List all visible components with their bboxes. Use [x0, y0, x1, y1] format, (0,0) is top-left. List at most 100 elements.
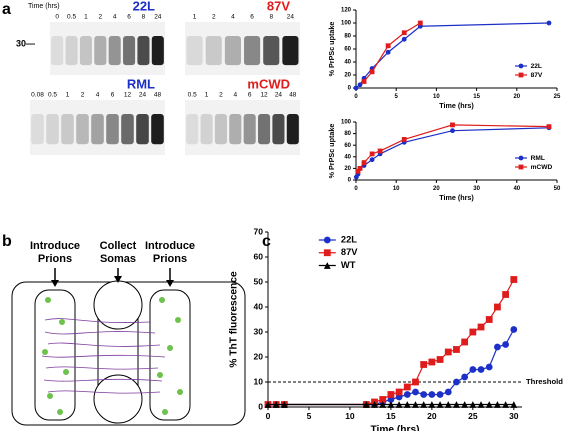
- marker: [444, 348, 452, 356]
- marker: [477, 323, 485, 331]
- x-axis-label: Time (hrs): [439, 101, 474, 110]
- x-tick-label: 15: [473, 94, 480, 100]
- blot-band: [224, 36, 241, 66]
- marker: [494, 401, 501, 408]
- diagram-shapes: [11, 268, 246, 426]
- blot-name: mCWD: [247, 76, 290, 91]
- y-tick-label: 70: [254, 226, 264, 236]
- blot-band: [186, 114, 199, 145]
- lane-label: 2: [212, 14, 216, 21]
- marker: [510, 401, 518, 408]
- x-tick-label: 5: [307, 411, 312, 421]
- marker: [420, 361, 428, 368]
- blot-band: [76, 114, 89, 145]
- lane-label: 1: [66, 92, 70, 99]
- marker: [453, 378, 460, 386]
- legend-label: 22L: [531, 63, 542, 70]
- y-tick-label: 100: [341, 120, 352, 126]
- blot-background: [185, 22, 300, 75]
- lane-label: 48: [289, 92, 297, 99]
- marker: [450, 128, 455, 134]
- blot-band: [121, 114, 134, 145]
- lane-label: 8: [142, 14, 146, 21]
- y-tick-label: 80: [344, 34, 351, 40]
- lane-label: 0: [55, 14, 59, 21]
- x-tick-label: 25: [468, 411, 478, 421]
- marker: [361, 160, 367, 165]
- blot-band: [46, 114, 59, 145]
- lane-label: 2: [81, 92, 85, 99]
- lane-label: 8: [269, 14, 273, 21]
- legend-label: RML: [531, 155, 545, 162]
- marker: [485, 316, 493, 323]
- marker: [369, 157, 375, 163]
- blot-band: [243, 114, 256, 145]
- lane-label: 6: [127, 14, 131, 21]
- x-tick-label: 50: [554, 186, 561, 192]
- y-tick-label: 10: [254, 376, 264, 386]
- legend-marker: [518, 63, 524, 69]
- marker: [412, 388, 419, 396]
- lane-label: 2: [99, 14, 103, 21]
- blot-band: [272, 114, 285, 145]
- y-tick-label: 0: [258, 401, 263, 411]
- lane-label: 12: [260, 92, 268, 99]
- marker: [403, 401, 411, 408]
- x-tick-label: 0: [354, 94, 358, 100]
- marker: [412, 401, 419, 408]
- marker: [369, 69, 375, 75]
- lane-label: 24: [139, 92, 147, 99]
- series-line: [268, 279, 515, 406]
- y-tick-label: 40: [344, 60, 351, 66]
- lane-label: 4: [96, 92, 100, 99]
- blot-size-marker: 30—: [16, 38, 35, 48]
- lane-label: 0.5: [67, 14, 76, 21]
- marker: [510, 326, 518, 333]
- marker: [401, 36, 407, 42]
- lane-label: 4: [231, 14, 235, 21]
- marker: [357, 166, 363, 171]
- legend-label: 22L: [341, 234, 357, 244]
- diagram-label: Introduce Prions: [144, 240, 196, 265]
- x-tick-label: 10: [345, 411, 355, 421]
- y-tick-label: 60: [344, 47, 351, 53]
- legend-label: WT: [341, 260, 356, 270]
- series-line: [355, 22, 549, 89]
- x-tick-label: 20: [513, 94, 520, 100]
- lane-label: 6: [250, 14, 254, 21]
- marker: [485, 401, 493, 408]
- blot-band: [205, 36, 222, 66]
- marker: [385, 43, 391, 49]
- marker: [436, 356, 444, 363]
- x-tick-label: 0: [354, 186, 358, 192]
- marker: [461, 401, 469, 408]
- marker: [377, 148, 383, 154]
- marker: [280, 401, 288, 408]
- y-tick-label: 100: [341, 21, 352, 27]
- marker: [461, 373, 469, 381]
- legend-marker: [323, 236, 331, 244]
- marker: [362, 401, 370, 408]
- x-tick-label: 20: [427, 411, 437, 421]
- marker: [428, 358, 436, 366]
- x-tick-label: 20: [433, 186, 440, 192]
- legend-marker: [518, 155, 524, 161]
- x-tick-label: 15: [386, 411, 396, 421]
- lane-label: 1: [84, 14, 88, 21]
- blot-name: RML: [127, 76, 155, 91]
- y-tick-label: 120: [341, 8, 352, 14]
- lane-label: 12: [124, 92, 132, 99]
- marker: [494, 343, 501, 351]
- blot-band: [258, 114, 271, 145]
- lane-label: 4: [113, 14, 117, 21]
- marker: [369, 151, 375, 157]
- lane-label: 2: [219, 92, 223, 99]
- y-tick-label: 20: [344, 166, 351, 172]
- x-axis-label: Time (hrs): [439, 193, 474, 202]
- marker: [272, 401, 280, 408]
- legend-marker: [323, 262, 331, 269]
- marker: [353, 85, 359, 91]
- legend-marker: [518, 164, 524, 170]
- marker: [546, 20, 552, 26]
- blot-band: [244, 36, 261, 66]
